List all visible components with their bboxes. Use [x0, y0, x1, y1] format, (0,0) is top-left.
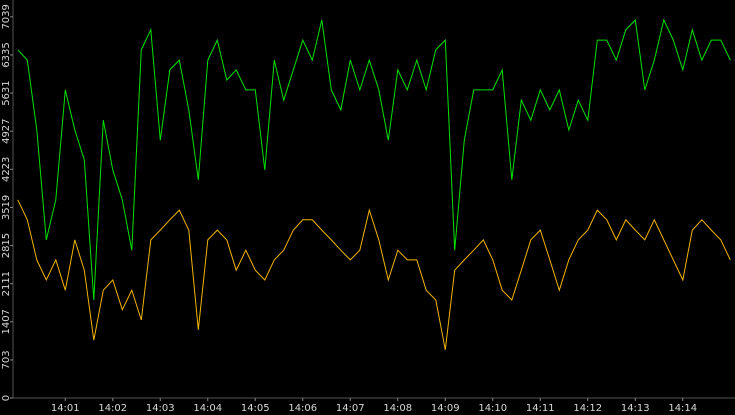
- x-tick-label: 14:10: [478, 403, 507, 414]
- y-tick-label: 2111: [1, 271, 12, 296]
- series-line: [17, 18, 731, 301]
- x-tick-label: 14:05: [241, 403, 270, 414]
- x-tick-label: 14:14: [668, 403, 697, 414]
- y-tick-label: 703: [1, 350, 12, 369]
- x-tick-label: 14:02: [98, 403, 127, 414]
- x-tick-label: 14:03: [146, 403, 175, 414]
- x-tick-label: 14:13: [621, 403, 650, 414]
- y-tick-label: 4927: [1, 118, 12, 143]
- x-tick-label: 14:08: [383, 403, 412, 414]
- x-tick-label: 14:07: [336, 403, 365, 414]
- x-tick-label: 14:04: [193, 403, 222, 414]
- y-tick-label: 3519: [1, 195, 12, 220]
- x-tick-label: 14:01: [51, 403, 80, 414]
- series-line: [17, 199, 731, 350]
- y-tick-label: 0: [1, 395, 12, 401]
- x-tick-label: 14:11: [526, 403, 555, 414]
- x-tick-label: 14:09: [431, 403, 460, 414]
- y-tick-label: 7039: [1, 4, 12, 29]
- y-tick-label: 5631: [1, 80, 12, 105]
- y-tick-label: 6335: [1, 42, 12, 67]
- x-tick-label: 14:06: [288, 403, 317, 414]
- x-tick-label: 14:12: [573, 403, 602, 414]
- y-tick-label: 4223: [1, 157, 12, 182]
- y-tick-label: 2815: [1, 233, 12, 258]
- y-tick-label: 1407: [1, 309, 12, 334]
